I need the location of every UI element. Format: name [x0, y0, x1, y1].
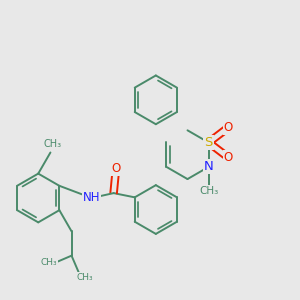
Text: CH₃: CH₃ [76, 273, 93, 282]
Text: O: O [111, 162, 121, 175]
Text: NH: NH [83, 191, 101, 205]
Text: N: N [204, 160, 214, 173]
Text: CH₃: CH₃ [199, 186, 218, 196]
Text: O: O [224, 121, 233, 134]
Text: CH₃: CH₃ [40, 259, 57, 268]
Text: CH₃: CH₃ [44, 139, 62, 149]
Text: S: S [204, 136, 213, 149]
Text: O: O [224, 151, 233, 164]
